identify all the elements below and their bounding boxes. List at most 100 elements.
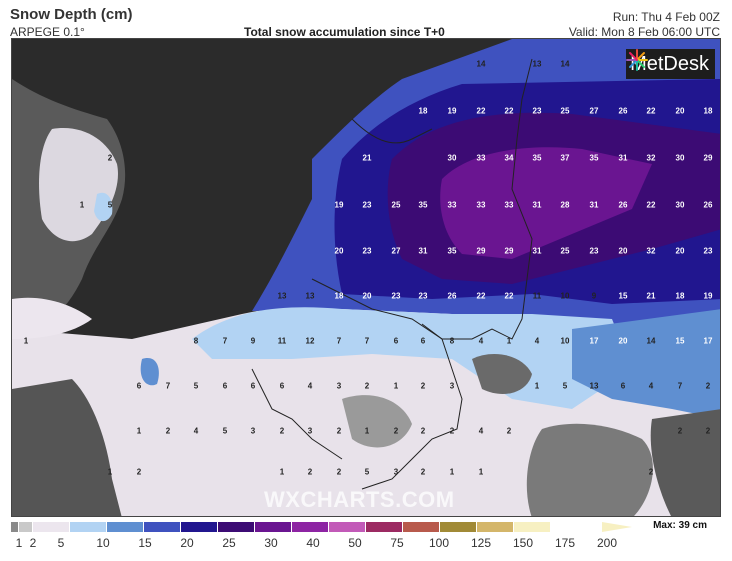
snow-value-label: 29	[476, 246, 486, 256]
legend-swatch	[218, 522, 255, 532]
snow-value-label: 7	[222, 336, 228, 346]
snow-value-label: 22	[476, 106, 486, 116]
snow-value-label: 23	[362, 246, 372, 256]
snow-value-label: 4	[478, 336, 484, 346]
snow-value-label: 13	[305, 291, 315, 301]
mid-blue-snow-area	[572, 309, 720, 419]
color-legend: 1 2 5 10 15 20 25 30 40 50 75 100 125 150 175 200 Max: …	[11, 520, 721, 560]
snow-value-label: 2	[136, 467, 142, 477]
legend-tick-label: 1	[15, 536, 23, 550]
snow-value-label: 4	[193, 426, 199, 436]
max-label: Max: 39 cm	[653, 520, 707, 531]
legend-swatch	[107, 522, 144, 532]
legend-swatch	[33, 522, 70, 532]
snow-value-label: 19	[334, 200, 344, 210]
model-label: ARPEGE 0.1°	[10, 25, 85, 39]
snow-value-label: 5	[562, 381, 568, 391]
legend-swatch	[11, 522, 19, 532]
snow-depth-map: 14 13 14 18 19 22 22 23 25 27 26 22 20 18 2 21 30 33 34 35 3…	[11, 38, 721, 517]
snow-value-label: 5	[222, 426, 228, 436]
uk-south-snow	[12, 297, 92, 339]
snow-value-label: 4	[534, 336, 540, 346]
snow-value-label: 15	[675, 336, 685, 346]
grey-patch-east	[650, 409, 720, 516]
legend-tick-label: 150	[512, 536, 534, 550]
snow-value-label: 31	[532, 246, 542, 256]
snow-value-label: 5	[193, 381, 199, 391]
snow-value-label: 1	[506, 336, 512, 346]
snow-value-label: 5	[107, 200, 113, 210]
snow-value-label: 1	[478, 467, 484, 477]
grey-patch-south	[526, 423, 653, 516]
snow-value-label: 2	[336, 426, 342, 436]
map-subtitle: Total snow accumulation since T+0	[244, 25, 445, 39]
snow-value-label: 22	[646, 106, 656, 116]
snow-value-label: 32	[646, 246, 656, 256]
snow-value-label: 13	[277, 291, 287, 301]
snow-value-label: 18	[703, 106, 713, 116]
snow-value-label: 2	[677, 426, 683, 436]
blue-spot	[140, 358, 159, 386]
snow-value-label: 18	[334, 291, 344, 301]
snow-value-label: 17	[589, 336, 599, 346]
snow-value-label: 20	[618, 246, 628, 256]
snow-value-label: 33	[504, 200, 514, 210]
legend-tick-label: 75	[390, 536, 404, 550]
legend-tick-label: 15	[138, 536, 152, 550]
snow-value-label: 19	[447, 106, 457, 116]
snow-value-label: 34	[504, 153, 514, 163]
legend-arrow	[602, 522, 632, 532]
snow-value-label: 2	[420, 426, 426, 436]
legend-tick-label: 30	[264, 536, 278, 550]
snow-value-label: 3	[393, 467, 399, 477]
snow-value-label: 1	[279, 467, 285, 477]
map-title: Snow Depth (cm)	[10, 6, 133, 23]
snow-value-label: 30	[675, 200, 685, 210]
legend-swatch	[181, 522, 218, 532]
snow-value-label: 14	[476, 59, 486, 69]
uk-snow-light	[94, 192, 113, 222]
snow-value-label: 2	[107, 153, 113, 163]
snow-value-label: 1	[23, 336, 29, 346]
snow-value-label: 3	[336, 381, 342, 391]
snow-value-label: 35	[589, 153, 599, 163]
valid-time: Valid: Mon 8 Feb 06:00 UTC	[568, 25, 720, 39]
snow-value-label: 21	[362, 153, 372, 163]
snow-value-label: 2	[449, 426, 455, 436]
border-line-germany	[421, 58, 533, 340]
snow-value-label: 14	[560, 59, 570, 69]
snow-value-label: 14	[646, 336, 656, 346]
snow-value-label: 26	[618, 200, 628, 210]
snow-value-label: 23	[589, 246, 599, 256]
snow-value-label: 6	[620, 381, 626, 391]
grey-patch-west	[12, 379, 122, 516]
snow-value-label: 4	[307, 381, 313, 391]
snow-value-label: 22	[476, 291, 486, 301]
legend-swatch	[403, 522, 440, 532]
legend-tick-label: 20	[180, 536, 194, 550]
snow-value-label: 3	[449, 381, 455, 391]
snow-value-label: 2	[336, 467, 342, 477]
snow-value-label: 10	[560, 336, 570, 346]
border-line-belgium	[251, 368, 343, 460]
snow-value-label: 9	[591, 291, 597, 301]
legend-swatch	[329, 522, 366, 532]
snow-value-label: 2	[279, 426, 285, 436]
snow-value-label: 2	[705, 426, 711, 436]
logo-text: MetDesk	[630, 52, 709, 75]
snow-value-label: 25	[560, 106, 570, 116]
snow-value-label: 26	[618, 106, 628, 116]
snow-value-label: 11	[277, 336, 287, 346]
starburst-icon	[626, 49, 649, 71]
snow-value-label: 2	[506, 426, 512, 436]
snow-value-label: 33	[476, 153, 486, 163]
metdesk-logo: MetDesk	[626, 49, 715, 79]
snow-value-label: 12	[305, 336, 315, 346]
legend-swatch	[477, 522, 514, 532]
snow-value-label: 20	[675, 106, 685, 116]
snow-value-label: 27	[391, 246, 401, 256]
snow-value-label: 23	[703, 246, 713, 256]
run-time: Run: Thu 4 Feb 00Z	[612, 10, 720, 24]
snow-value-label: 1	[534, 381, 540, 391]
snow-value-label: 22	[504, 106, 514, 116]
